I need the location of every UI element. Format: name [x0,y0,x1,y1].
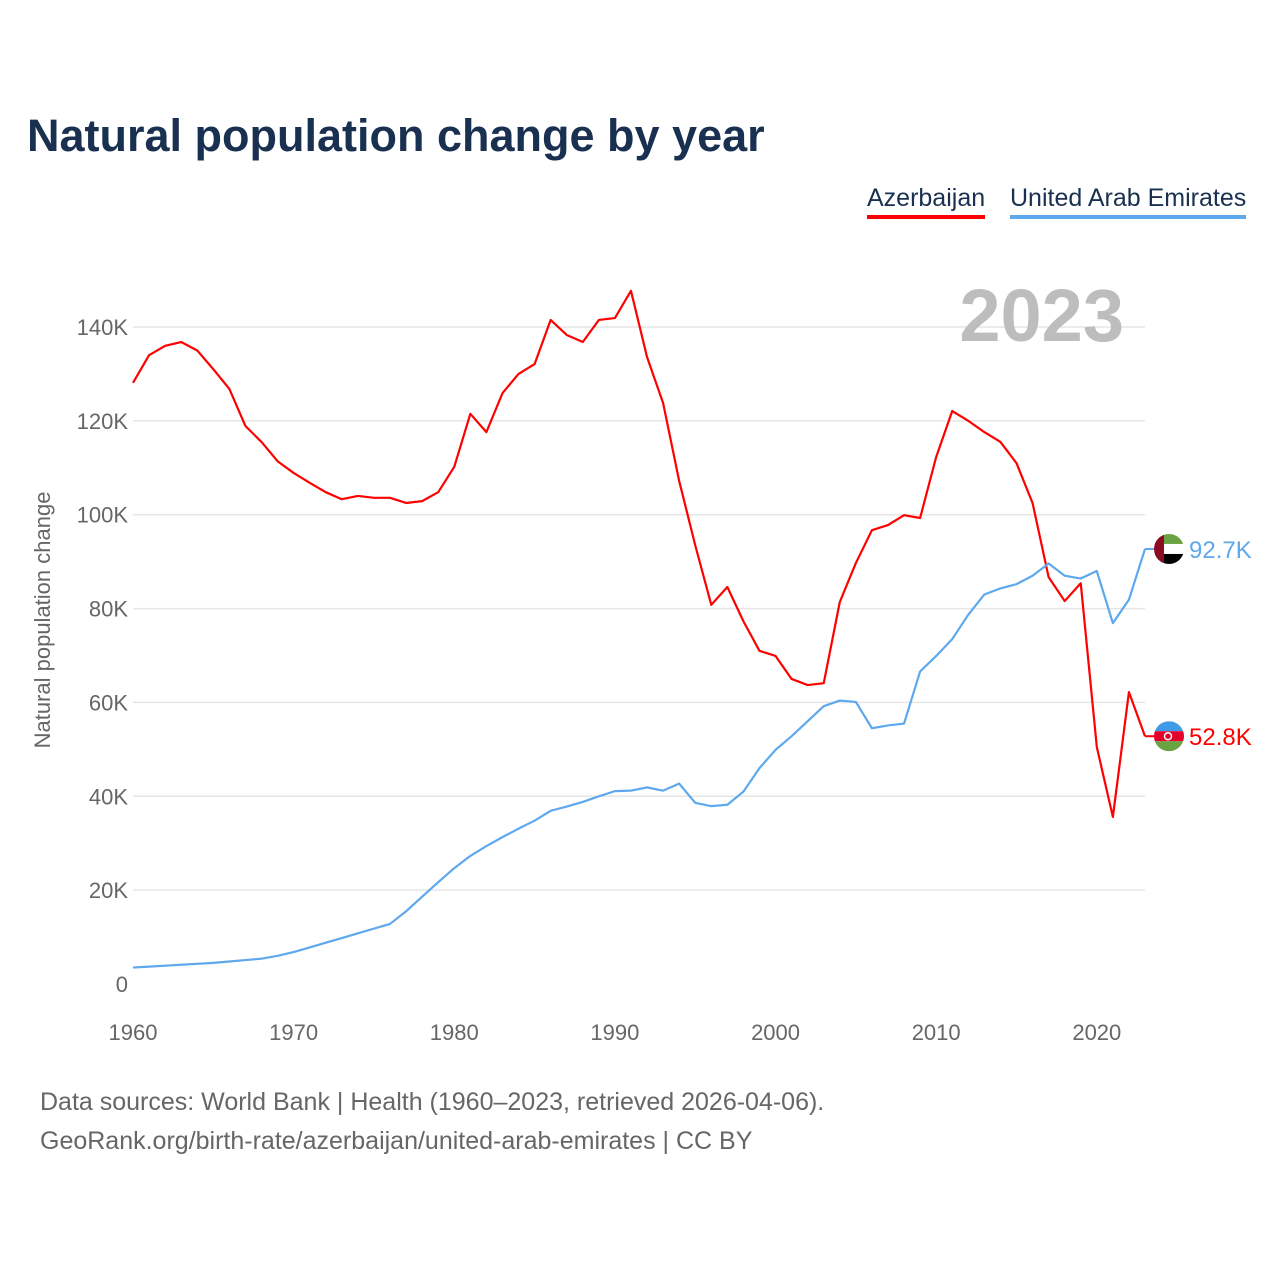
year-watermark: 2023 [959,274,1124,357]
footer-sources: Data sources: World Bank | Health (1960–… [40,1088,825,1116]
flag-body [1154,533,1184,564]
flag-stripe [1154,731,1184,742]
uae-flag-icon [1154,533,1184,564]
footer-link[interactable]: GeoRank.org/birth-rate/azerbaijan/united… [40,1127,753,1155]
y-tick-label: 100K [77,503,129,528]
end-value-label: 52.8K [1189,724,1252,751]
y-tick-label: 120K [77,409,129,434]
flag-crescent [1163,731,1173,741]
y-tick-label: 140K [77,315,129,340]
y-tick-label: 80K [89,597,128,622]
flag-stripe [1154,721,1184,732]
legend-azerbaijan[interactable]: Azerbaijan [867,184,986,219]
x-tick-label: 2020 [1072,1020,1121,1045]
chart-title: Natural population change by year [27,110,765,161]
flag-stripe [1154,543,1184,554]
x-tick-label: 1960 [109,1020,158,1045]
legend-uae[interactable]: United Arab Emirates [1010,184,1247,219]
flag-stripe [1154,741,1184,752]
flag-stripe [1154,533,1164,564]
azerbaijan-flag-icon [1154,721,1184,752]
y-tick-label: 0 [116,972,128,997]
y-tick-label: 20K [89,878,128,903]
flag-stripe [1154,553,1184,564]
x-tick-label: 1970 [269,1020,318,1045]
flag-body [1154,721,1184,752]
series-line-azerbaijan [132,289,1147,819]
x-tick-label: 1990 [590,1020,639,1045]
y-tick-label: 60K [89,690,128,715]
x-tick-label: 1980 [430,1020,479,1045]
x-tick-label: 2010 [912,1020,961,1045]
y-axis-label: Natural population change [30,492,55,749]
end-value-label: 92.7K [1189,537,1252,564]
series-line-united-arab-emirates [132,548,1147,969]
flag-stripe [1154,533,1184,544]
y-tick-label: 40K [89,784,128,809]
x-tick-label: 2000 [751,1020,800,1045]
